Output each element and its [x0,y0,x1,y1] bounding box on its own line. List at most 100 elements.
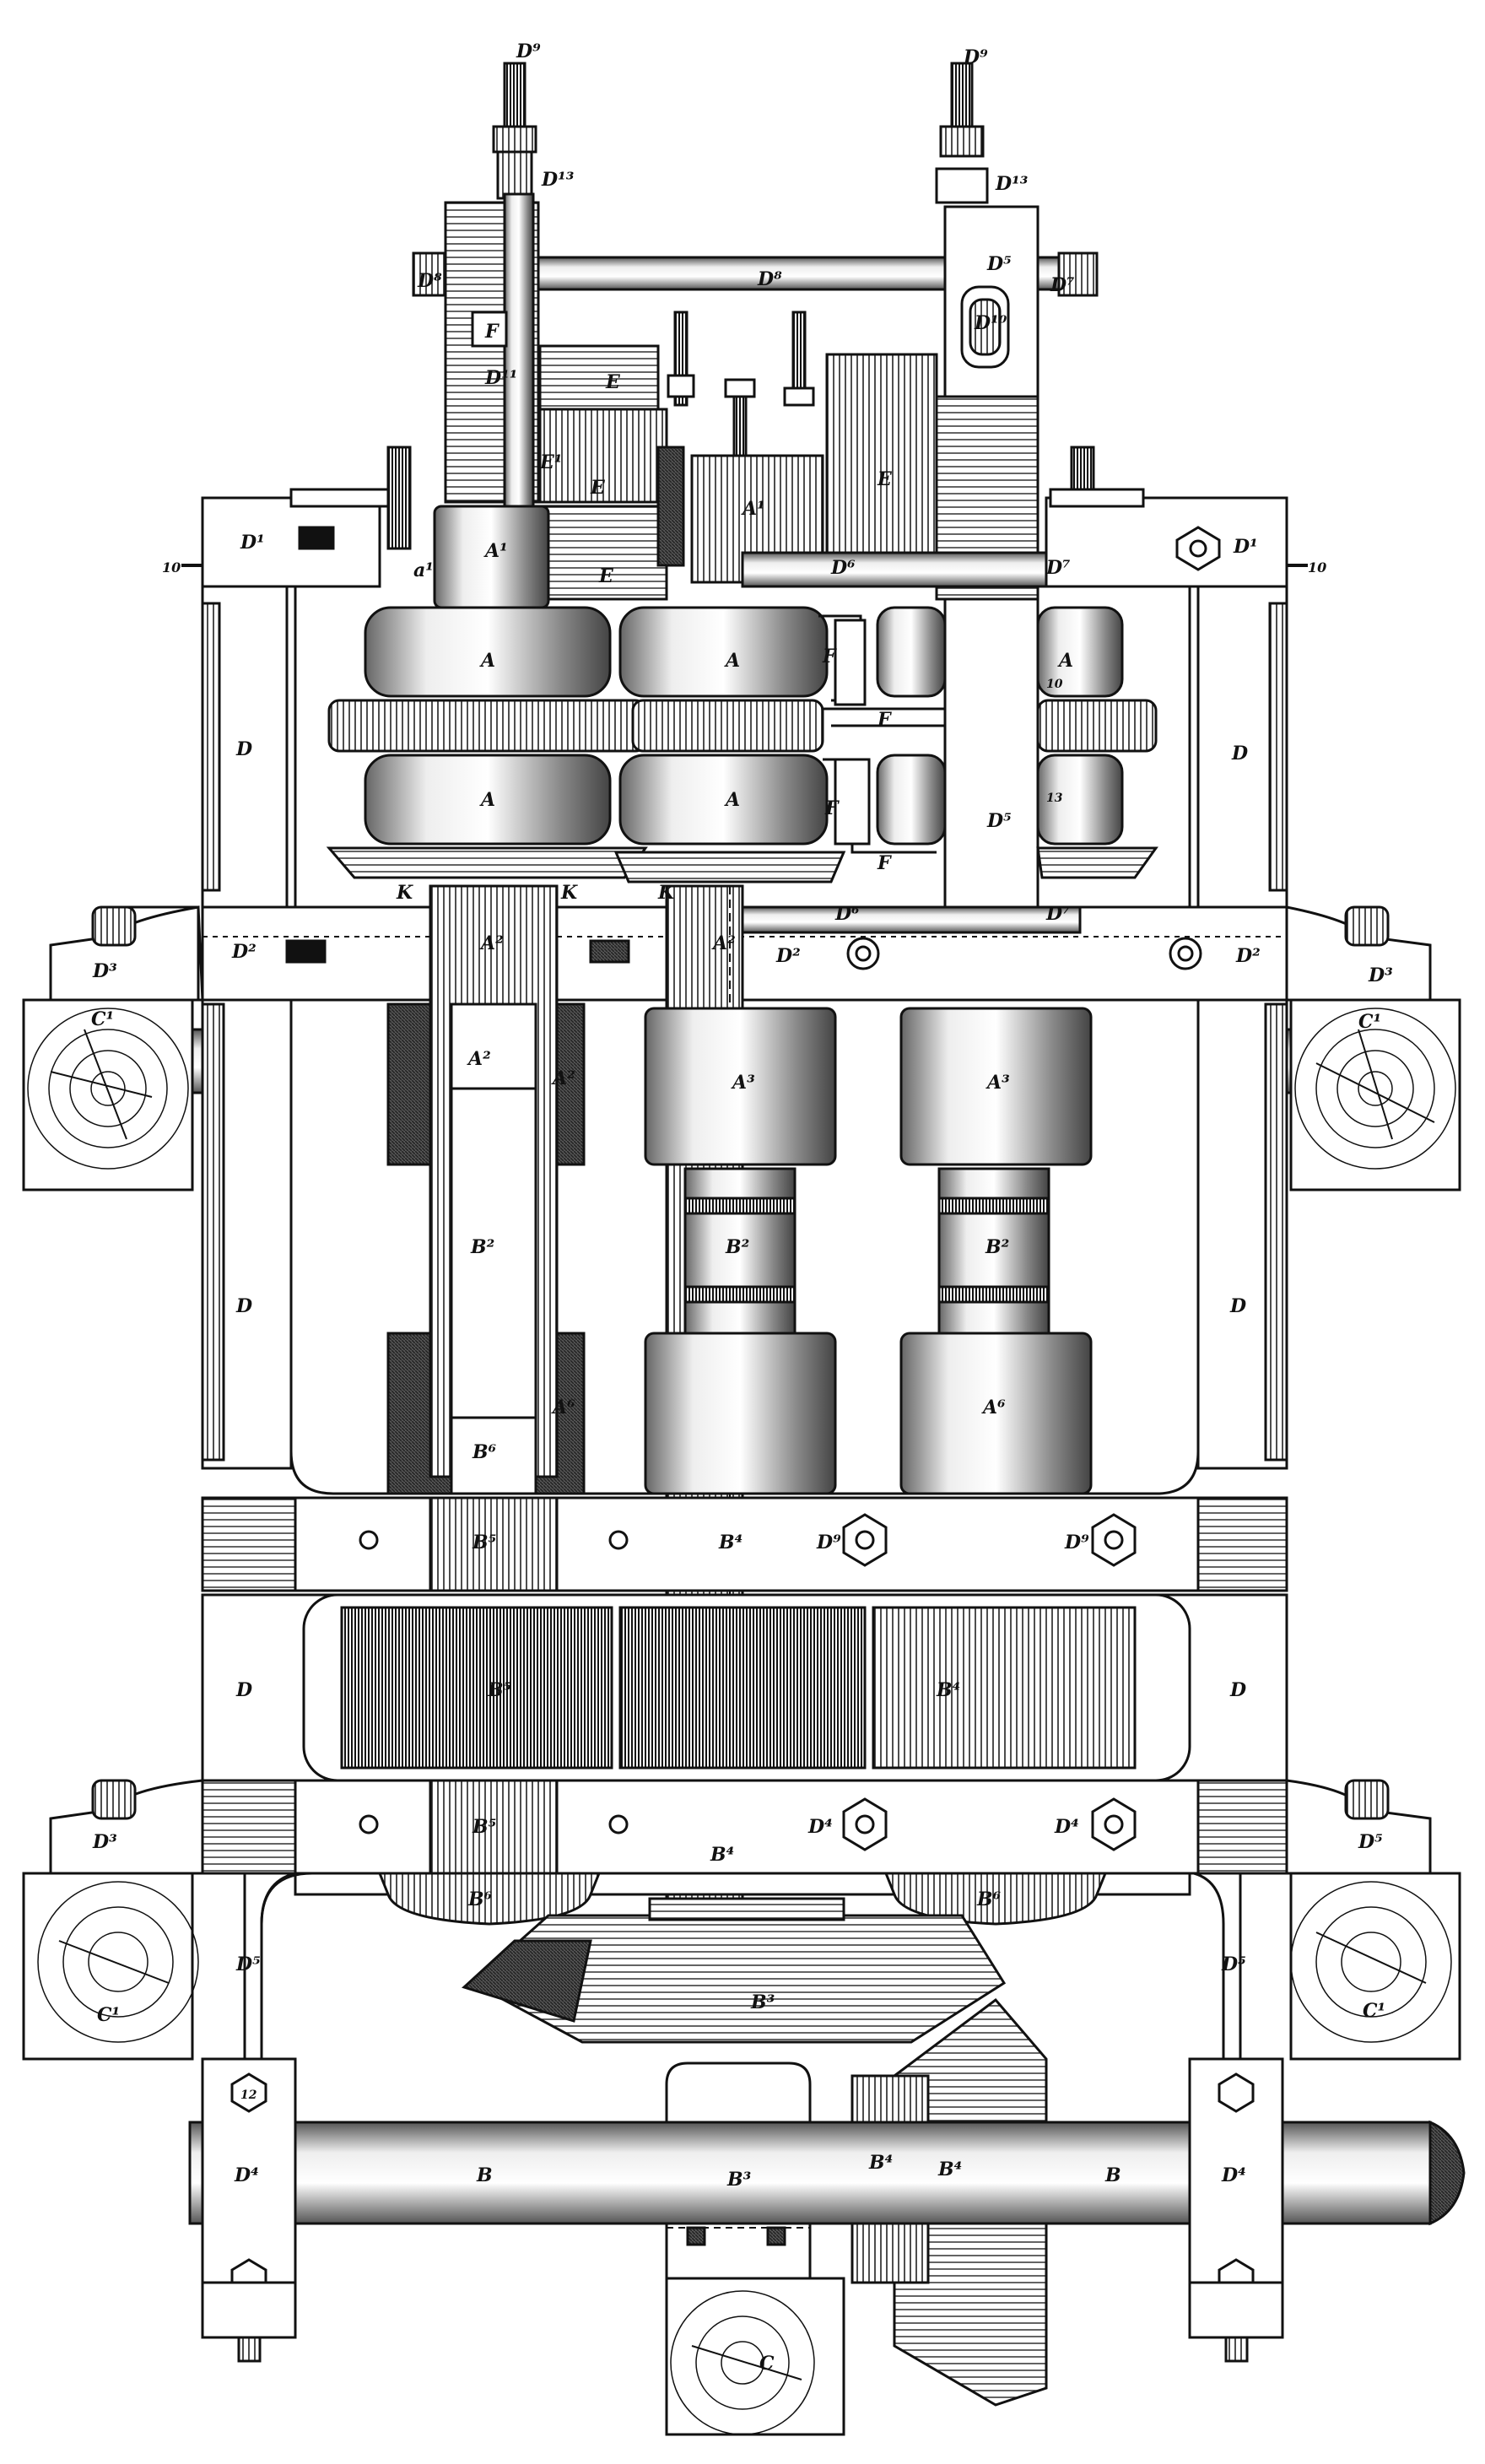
label-d13-right: D¹³ [995,173,1029,195]
label-d-up-left: D [235,738,252,760]
label-b5-upper: B⁵ [472,1532,496,1554]
top-frame-d1 [201,488,1288,588]
label-b4-bevel2: B⁴ [937,2159,962,2180]
label-b4-bevel: B⁴ [868,2152,893,2174]
spur-gear-left [340,1606,613,1770]
label-a2-b: A² [551,1067,575,1089]
timber-upper-left [22,998,194,1191]
label-f1: F [484,321,500,343]
label-c1-lr: C¹ [1363,2000,1385,2022]
label-b3-hanger: B³ [726,2169,752,2191]
label-d-up-right: D [1231,743,1248,765]
block-e-right [825,353,938,559]
label-b6: B⁶ [472,1441,496,1463]
label-f-1: F [822,646,837,667]
label-b5-lower: B⁵ [472,1816,496,1838]
label-d5-upper: D⁵ [986,253,1012,275]
label-d1-right: D¹ [1233,536,1258,558]
label-d5-lower: D⁵ [986,810,1012,832]
label-b-right: B [1104,2164,1121,2186]
label-a-e1: a¹ [413,559,434,581]
label-f-2: F [877,709,892,731]
label-d3-lr: D⁵ [1358,1831,1383,1853]
labels: D⁹ D⁹ D¹³ D¹³ D⁸ D⁸ D⁷ D⁵ D¹⁰ F D¹¹ E E¹… [91,41,1393,2375]
label-d8-left: D⁸ [417,270,442,292]
label-c1-ll: C¹ [97,2004,120,2026]
label-d2-mid: D² [775,945,801,967]
label-d11: D¹¹ [484,367,517,389]
rod-d6-upper [741,551,1073,588]
flange-middle [613,851,846,883]
central-bolts [667,311,815,470]
label-d9-a: D⁹ [816,1532,841,1554]
label-b2-mid: B² [725,1236,749,1258]
label-d9-right: D⁹ [963,46,988,68]
label-d9-b: D⁹ [1064,1532,1089,1554]
label-12: 12 [240,2088,257,2102]
label-c1-ur: C¹ [1358,1011,1381,1033]
cross-beam-d2 [49,905,1432,1002]
label-d4-b: D⁴ [1054,1816,1079,1838]
label-d13-left: D¹³ [541,169,575,191]
shaft-b2-left [386,884,586,1495]
label-a-2: A [724,650,740,672]
label-10: 10 [1046,678,1063,691]
right-slide-bar-d5 [943,205,1040,997]
label-d-low-left: D [235,1679,252,1701]
right-adjusting-screw [935,62,989,204]
label-a-4: A [479,789,495,811]
label-b-left: B [476,2164,493,2186]
left-slide-frame [444,192,540,516]
label-d-low-right: D [1229,1679,1246,1701]
label-d4-a: D⁴ [807,1816,833,1838]
label-b2-right: B² [985,1236,1009,1258]
label-d2-left: D² [231,941,256,963]
label-d3-ul: D³ [92,960,117,982]
label-b6-left: B⁶ [467,1889,492,1910]
label-d4-left: D⁴ [234,2164,259,2186]
rod-d6-lower [741,905,1082,934]
bevel-gear-horizontal [462,1897,1007,2044]
label-c1-ul: C¹ [91,1008,114,1030]
label-13: 13 [1046,792,1063,805]
label-a1-top: A¹ [483,540,508,562]
label-d-mid-right: D [1229,1295,1246,1317]
label-a2-right: A² [711,932,736,954]
f-brackets [818,614,947,854]
label-a3-mid: A³ [731,1072,755,1094]
label-d8-rod: D⁸ [757,268,782,290]
beam-d9 [201,1496,1288,1592]
label-b4-gear: B⁴ [936,1679,960,1701]
label-a3-right: A³ [986,1072,1010,1094]
label-b2-left: B² [470,1236,494,1258]
label-a6-right: A⁶ [981,1397,1006,1418]
flange-right [1036,846,1158,879]
timber-upper-right [1289,998,1461,1191]
label-a2-a: A² [467,1048,491,1070]
label-b4-lower: B⁴ [710,1844,734,1866]
label-a2-left: A² [479,932,504,954]
flange-left [326,846,648,879]
label-a1-mid: A¹ [741,498,765,520]
label-d7-low: D⁷ [1045,903,1071,925]
roll-stack-middle [618,606,829,846]
label-b4-upper: B⁴ [718,1532,742,1554]
label-f-4: F [877,852,892,874]
beam-d4 [201,1779,1288,1875]
label-a-3: A [1057,650,1073,672]
label-e-left: E [605,371,621,393]
label-a-1: A [479,650,495,672]
label-d3-ll: D³ [92,1831,117,1853]
label-d9-left: D⁹ [516,41,541,62]
label-d4-right: D⁴ [1221,2164,1246,2186]
left-adjusting-screw [492,62,537,200]
label-b5-gear: B⁵ [487,1679,511,1701]
label-k1: K [396,882,413,904]
label-b6-right: B⁶ [976,1889,1001,1910]
label-e-right: E [877,468,893,490]
label-c-bottom: C [759,2353,775,2375]
timber-lower-left [22,1872,199,2061]
label-a6-left: A⁶ [551,1397,575,1418]
label-d5-right: D⁵ [1221,1953,1246,1975]
